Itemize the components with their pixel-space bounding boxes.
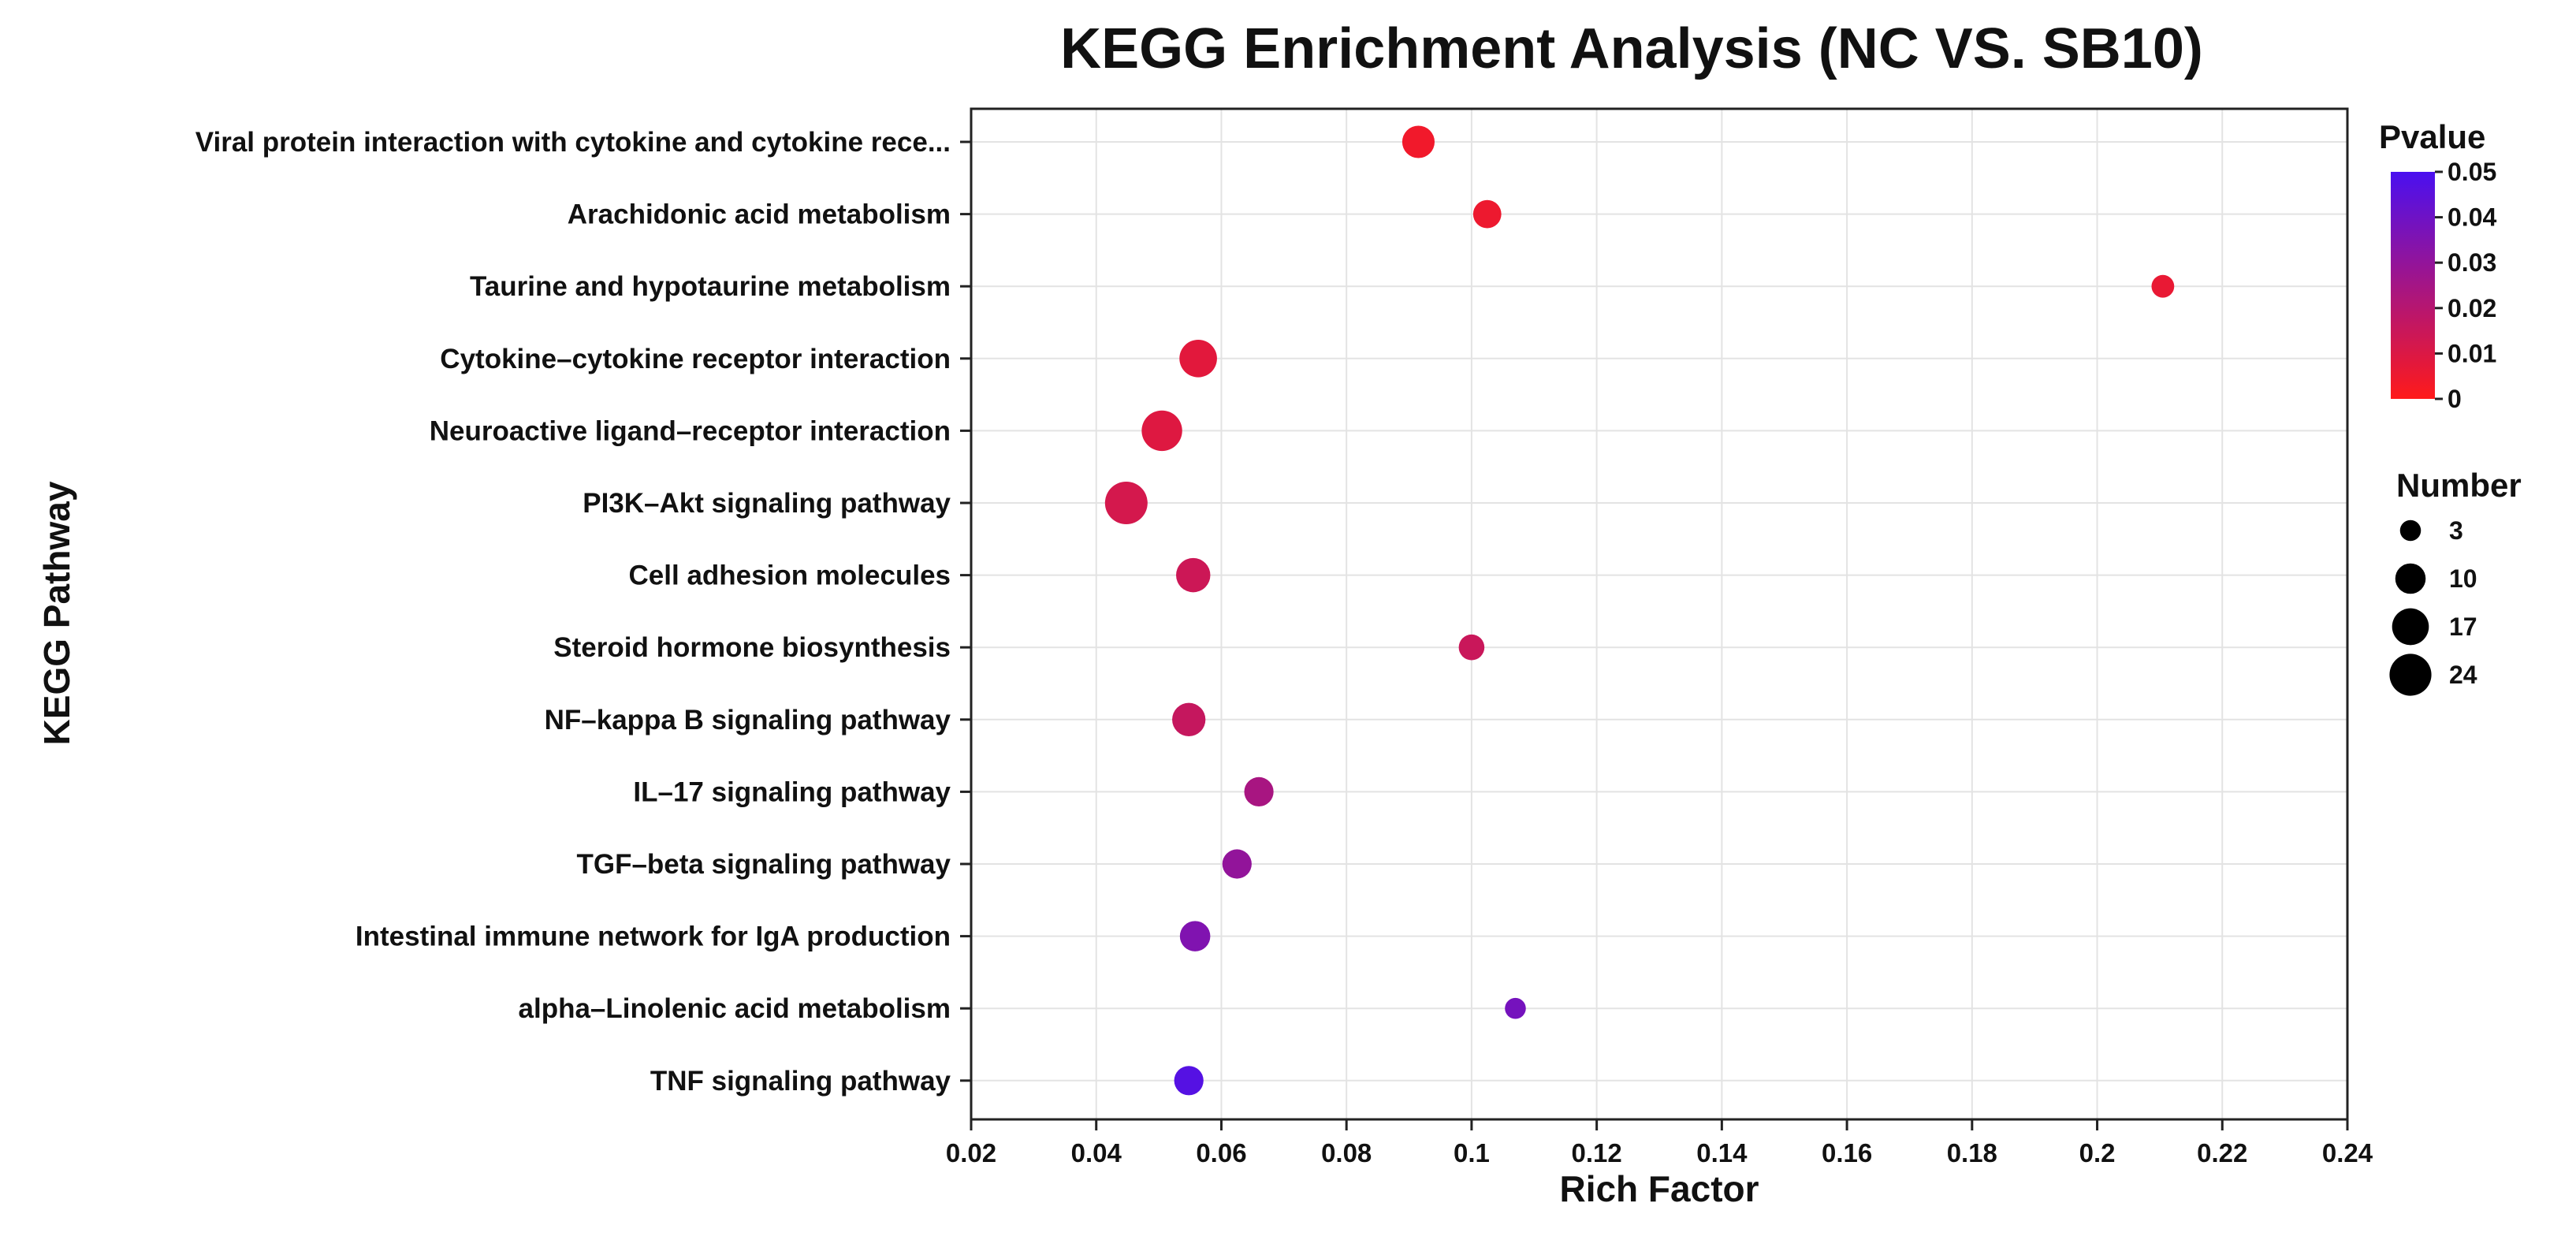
pvalue-legend-tick-label: 0.05 [2448,158,2496,186]
x-tick-label: 0.18 [1947,1138,1997,1167]
number-legend: Number 3 10 17 24 [2389,467,2522,696]
data-point [1174,1066,1204,1096]
category-label: NF–kappa B signaling pathway [545,705,951,735]
x-axis-title: Rich Factor [1559,1168,1759,1209]
pvalue-legend-title: Pvalue [2379,118,2485,155]
y-axis-title: KEGG Pathway [36,481,77,745]
data-point [1141,410,1182,452]
pvalue-legend-tick-label: 0.01 [2448,339,2496,367]
data-points [1104,125,2175,1096]
x-axis-ticks: 0.02 0.04 0.06 0.08 0.1 0.12 0.14 0.16 0.18 0.2 0.… [946,140,2373,1167]
plot-frame [970,107,2349,1121]
data-point [1172,702,1206,736]
x-tick-label: 0.12 [1572,1138,1622,1167]
data-point [1402,125,1435,158]
data-point [1505,997,1526,1019]
chart-title: KEGG Enrichment Analysis (NC VS. SB10) [1060,17,2203,80]
number-legend-dot [2389,654,2432,696]
category-label: Cell adhesion molecules [629,560,951,591]
data-point [1104,482,1148,524]
x-tick-label: 0.02 [946,1138,996,1167]
category-label: Intestinal immune network for IgA produc… [356,922,951,952]
y-axis-category-labels: Viral protein interaction with cytokine … [195,127,951,1097]
data-point [1244,776,1274,807]
x-tick-label: 0.08 [1321,1138,1372,1167]
pvalue-legend-tick-label: 0.02 [2448,294,2496,322]
number-legend-label: 17 [2449,613,2477,641]
category-label: Neuroactive ligand–receptor interaction [430,415,951,446]
x-tick-label: 0.22 [2197,1138,2247,1167]
pvalue-legend-tick-label: 0.04 [2448,203,2496,232]
pvalue-gradient-bar [2391,172,2435,399]
category-label: PI3K–Akt signaling pathway [583,488,951,519]
x-tick-label: 0.24 [2322,1138,2373,1167]
data-point [1179,921,1211,951]
number-legend-label: 10 [2449,564,2477,593]
number-legend-dot [2392,608,2429,646]
data-point [1176,557,1211,593]
category-label: IL–17 signaling pathway [633,776,951,807]
pvalue-legend-ticks: 0 0.01 0.02 0.03 0.04 0.05 [2435,158,2496,413]
category-label: Viral protein interaction with cytokine … [195,127,951,158]
x-tick-label: 0.04 [1071,1138,1122,1167]
x-tick-label: 0.2 [2079,1138,2116,1167]
pvalue-legend-tick-label: 0 [2448,385,2462,413]
category-label: Steroid hormone biosynthesis [553,632,951,663]
data-point [1222,849,1252,879]
pvalue-legend: Pvalue 0 0.01 0.02 0.03 0.04 0.05 [2379,118,2496,413]
category-label: alpha–Linolenic acid metabolism [519,993,951,1024]
data-point [1472,199,1502,229]
category-label: TGF–beta signaling pathway [576,849,951,880]
data-point [1458,634,1485,661]
number-legend-dot [2399,519,2422,542]
number-legend-label: 3 [2449,516,2463,545]
data-point [2151,274,2175,298]
category-label: Cytokine–cytokine receptor interaction [440,344,951,374]
number-legend-dot [2395,563,2426,594]
number-legend-title: Number [2396,467,2522,504]
number-legend-items: 3 10 17 24 [2389,516,2477,696]
grid-layer [971,109,2347,1119]
x-tick-label: 0.06 [1196,1138,1246,1167]
x-tick-label: 0.16 [1822,1138,1872,1167]
data-point [1179,339,1217,378]
x-tick-label: 0.14 [1696,1138,1748,1167]
number-legend-label: 24 [2449,661,2477,689]
pvalue-legend-tick-label: 0.03 [2448,248,2496,277]
category-label: TNF signaling pathway [650,1066,951,1097]
x-tick-label: 0.1 [1454,1138,1490,1167]
category-label: Arachidonic acid metabolism [568,199,951,230]
category-label: Taurine and hypotaurine metabolism [470,271,951,302]
